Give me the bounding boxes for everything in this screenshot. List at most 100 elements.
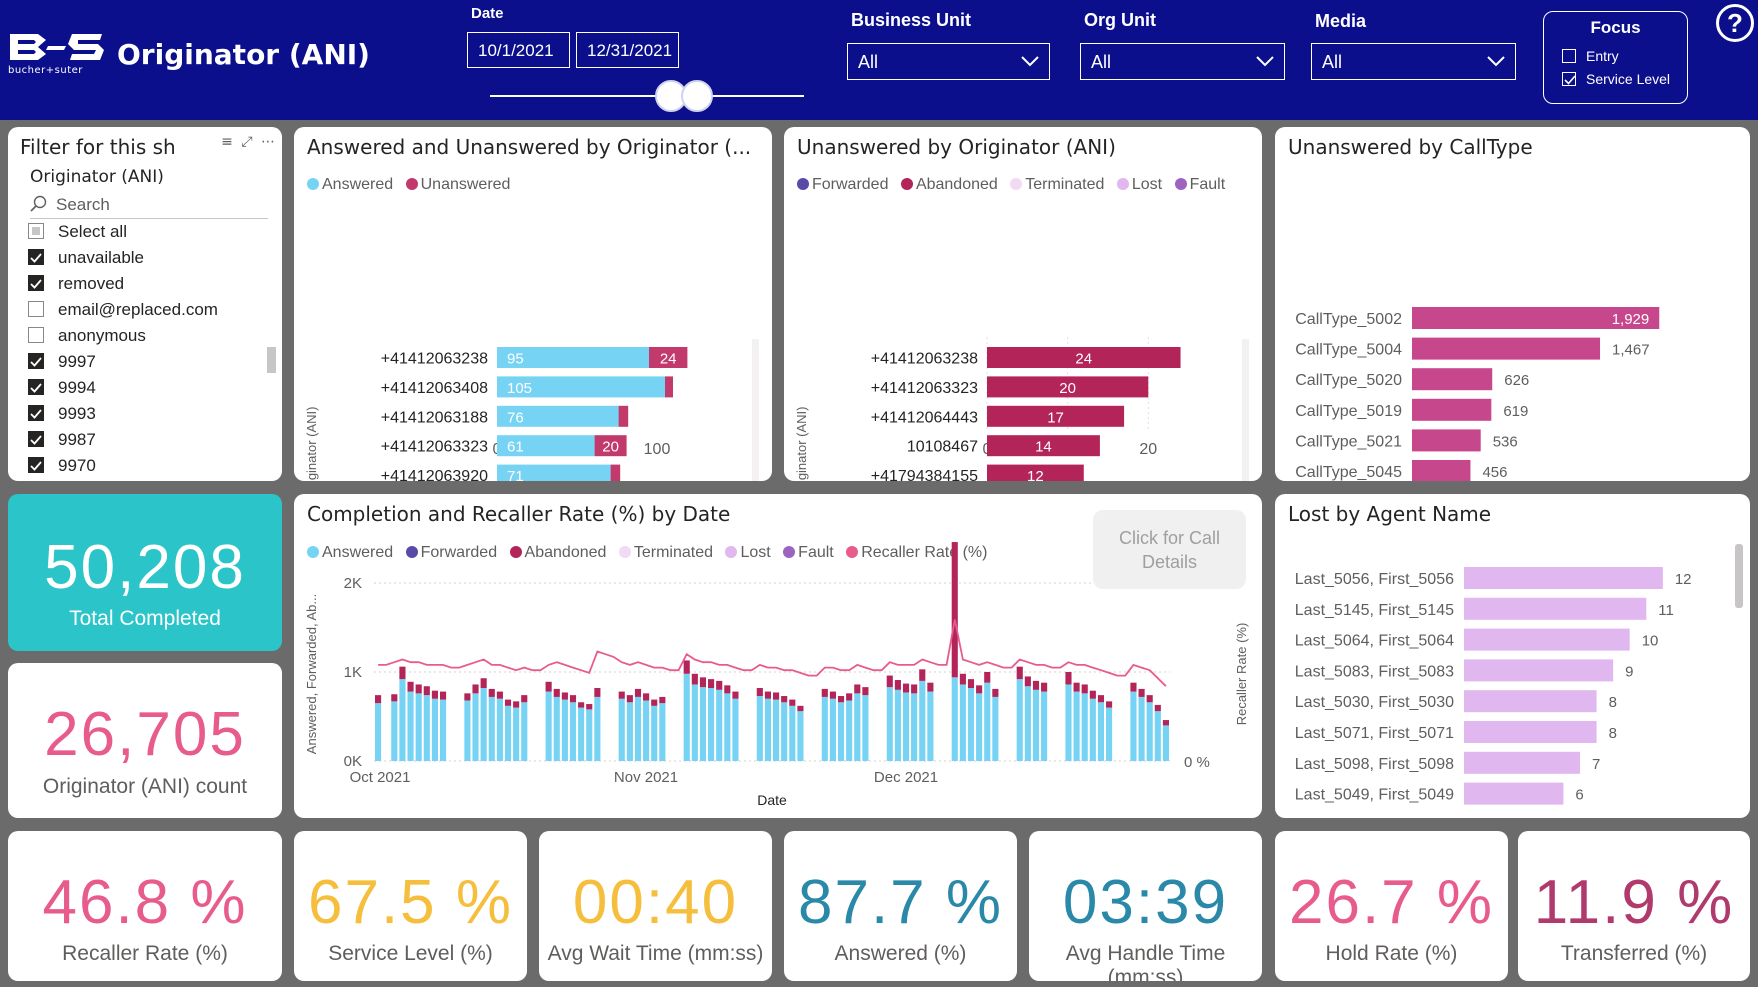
filter-icon[interactable]: ≡ (221, 134, 235, 150)
slicer-scrollbar[interactable] (267, 347, 276, 373)
data-label: 6 (1575, 787, 1583, 804)
kpi-label: Recaller Rate (%) (62, 942, 228, 965)
bar-abandoned (391, 694, 398, 702)
checkbox-checked-icon[interactable] (28, 457, 44, 473)
slicer-item[interactable]: 9987 (28, 430, 96, 454)
legend-item-forwarded[interactable]: Forwarded (797, 176, 888, 193)
checkbox-icon[interactable] (28, 301, 44, 317)
bar-abandoned (837, 696, 845, 703)
bar-answered (764, 698, 771, 761)
legend-item-forwarded[interactable]: Forwarded (405, 544, 497, 561)
y-tick-label: CallType_5020 (1295, 372, 1402, 389)
x-tick-label: 100 (644, 441, 671, 458)
chart-title: Unanswered by CallType (1288, 135, 1533, 159)
kpi-originator-count: 26,705 Originator (ANI) count (8, 663, 282, 818)
media-dropdown[interactable]: All (1311, 43, 1516, 80)
slicer-search-input[interactable]: Search (30, 195, 268, 219)
chart-legend: Answered Unanswered (307, 176, 518, 194)
focus-mode-icon[interactable]: ⤢ (241, 134, 255, 150)
bar-abandoned (724, 685, 731, 694)
y2-axis-title: Recaller Rate (%) (1234, 623, 1249, 726)
checkbox-icon[interactable] (1562, 49, 1576, 63)
bar-answered (439, 699, 447, 761)
legend-item-fault[interactable]: Fault (783, 544, 834, 561)
data-label: 20 (1059, 380, 1076, 397)
legend-item-answered[interactable]: Answered (307, 176, 393, 193)
date-to-input[interactable]: 12/31/2021 (576, 32, 679, 68)
y-tick-label: CallType_5019 (1295, 403, 1402, 420)
bar-abandoned (1073, 682, 1080, 692)
chart-scrollbar (1242, 339, 1249, 481)
focus-option-label: Service Level (1586, 71, 1671, 87)
legend-item-answered[interactable]: Answered (307, 544, 393, 561)
legend-item-lost[interactable]: Lost (1116, 176, 1162, 193)
legend-item-terminated[interactable]: Terminated (1010, 176, 1104, 193)
more-options-icon[interactable]: ⋯ (261, 134, 277, 150)
checkbox-icon[interactable] (28, 327, 44, 343)
y2-tick-label: 0 % (1184, 754, 1210, 771)
slicer-item-list: Select all unavailable removed email@replac… (28, 222, 264, 481)
slicer-item[interactable]: email@replaced.com (28, 300, 218, 324)
bar-lost (1464, 690, 1597, 713)
bar-abandoned (1154, 704, 1161, 712)
bar-answered (423, 695, 430, 761)
slicer-item[interactable]: Select all (28, 222, 127, 246)
bar-answered (651, 705, 658, 761)
slicer-item[interactable]: removed (28, 274, 124, 298)
legend-item-fault[interactable]: Fault (1174, 176, 1225, 193)
legend-item-abandoned[interactable]: Abandoned (900, 176, 998, 193)
focus-option-service-level[interactable]: Service Level (1562, 71, 1670, 87)
slicer-item-label: 9970 (58, 456, 96, 475)
kpi-label: Originator (ANI) count (42, 775, 248, 798)
bar-abandoned (699, 677, 707, 688)
bar-answered (708, 688, 715, 761)
bar-answered (951, 677, 958, 761)
slicer-item[interactable]: 9993 (28, 404, 96, 428)
y-tick-label: +41794384155 (871, 468, 978, 481)
checkbox-icon[interactable] (28, 223, 44, 239)
checkbox-checked-icon[interactable] (1562, 72, 1576, 86)
bar-abandoned (561, 692, 568, 700)
bar-answered (789, 705, 796, 761)
checkbox-checked-icon[interactable] (28, 379, 44, 395)
checkbox-checked-icon[interactable] (28, 405, 44, 421)
date-slider-end-handle[interactable] (681, 80, 713, 112)
checkbox-checked-icon[interactable] (28, 431, 44, 447)
date-from-input[interactable]: 10/1/2021 (467, 32, 570, 68)
x-tick-label: Oct 2021 (350, 769, 411, 786)
help-icon[interactable]: ? (1716, 4, 1754, 42)
bar-abandoned (987, 435, 1100, 457)
checkbox-checked-icon[interactable] (28, 353, 44, 369)
bar-abandoned (984, 672, 991, 683)
bar-answered (1041, 691, 1048, 761)
slicer-toolbar[interactable]: ≡ ⤢ ⋯ (221, 134, 277, 150)
bar-answered (1016, 679, 1023, 761)
focus-option-entry[interactable]: Entry (1562, 48, 1619, 64)
legend-item-unanswered[interactable]: Unanswered (405, 176, 510, 193)
slicer-item[interactable]: 9970 (28, 456, 96, 480)
unanswered-calltype-chart: CallType_5002 1,929 CallType_5004 1,467 Call… (1295, 307, 1660, 481)
bar-answered (407, 691, 414, 761)
org-unit-dropdown[interactable]: All (1080, 43, 1285, 80)
data-label: 626 (1504, 372, 1529, 389)
call-details-button[interactable]: Click for Call Details (1093, 510, 1246, 589)
bar-answered (732, 698, 739, 761)
bar-answered (1065, 684, 1072, 761)
slicer-item[interactable]: 9994 (28, 378, 96, 402)
business-unit-dropdown[interactable]: All (847, 43, 1050, 80)
slicer-item[interactable]: 9997 (28, 352, 96, 376)
y-axis-title: Answered, Forwarded, Ab... (304, 594, 319, 754)
bar-abandoned (1024, 676, 1031, 687)
date-slider-track[interactable] (490, 95, 804, 97)
checkbox-checked-icon[interactable] (28, 249, 44, 265)
media-label: Media (1315, 11, 1367, 31)
y-tick-label: 10108467 (907, 439, 978, 456)
slicer-item[interactable]: anonymous (28, 326, 146, 350)
checkbox-checked-icon[interactable] (28, 275, 44, 291)
slicer-item[interactable]: unavailable (28, 248, 144, 272)
legend-item-abandoned[interactable]: Abandoned (509, 544, 606, 561)
y-tick-label: +41412063920 (381, 468, 488, 481)
legend-item-lost[interactable]: Lost (725, 544, 771, 561)
legend-item-terminated[interactable]: Terminated (618, 544, 713, 561)
bar-answered (513, 707, 520, 761)
